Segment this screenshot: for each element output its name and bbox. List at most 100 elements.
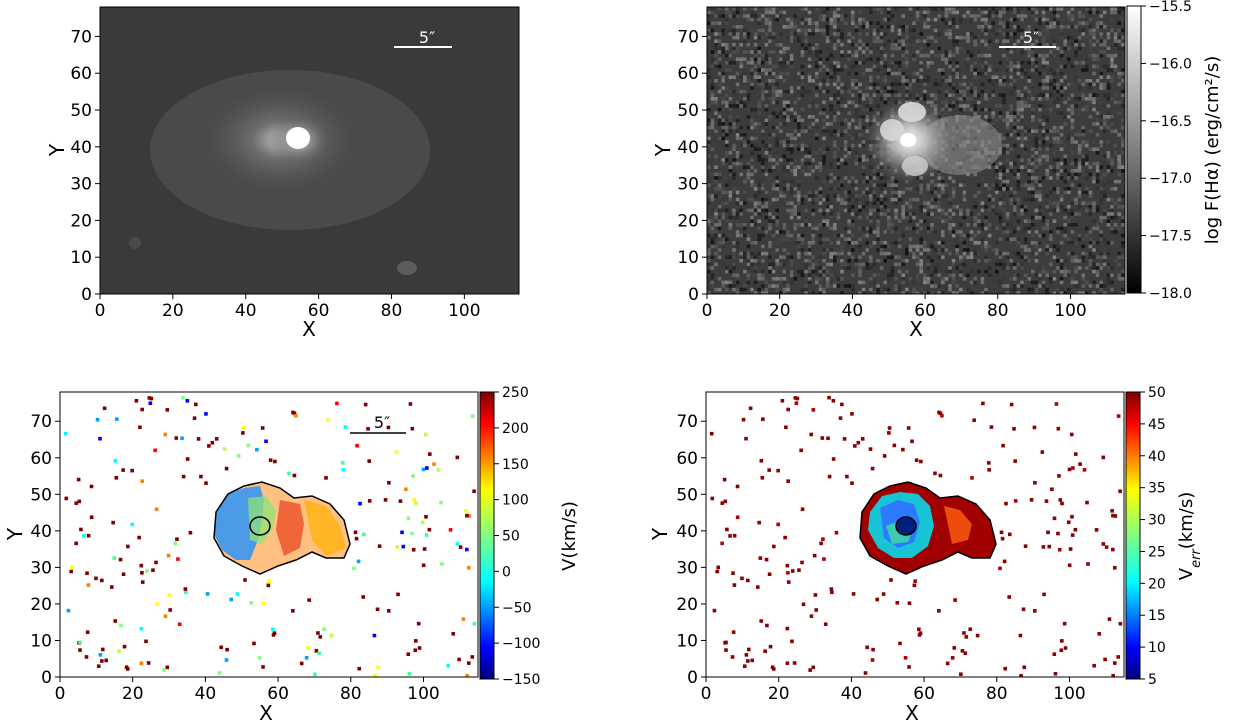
- noise-pixel: [1085, 233, 1089, 238]
- noise-pixel: [761, 118, 765, 123]
- noise-pixel: [919, 97, 923, 101]
- noise-pixel: [937, 262, 941, 267]
- velocity-speckle: [373, 673, 377, 677]
- noise-pixel: [894, 197, 898, 202]
- noise-pixel: [858, 269, 862, 274]
- noise-pixel: [768, 143, 772, 148]
- noise-pixel: [1113, 215, 1118, 220]
- noise-pixel: [1059, 194, 1064, 198]
- noise-pixel: [962, 97, 967, 101]
- noise-pixel: [879, 25, 884, 29]
- noise-pixel: [735, 215, 740, 220]
- noise-pixel: [847, 241, 851, 245]
- velocity-speckle: [121, 468, 125, 472]
- velocity-speckle: [317, 651, 322, 655]
- noise-pixel: [897, 244, 902, 249]
- p3-cbtick-label: 50: [1148, 385, 1166, 401]
- noise-pixel: [959, 68, 963, 72]
- noise-pixel: [908, 82, 913, 87]
- verr-speckle: [999, 530, 1004, 535]
- noise-pixel: [743, 140, 747, 144]
- p2-xtick-label: 80: [340, 684, 362, 704]
- noise-pixel: [804, 287, 808, 292]
- verr-speckle: [1044, 499, 1049, 503]
- noise-pixel: [1074, 266, 1078, 270]
- noise-pixel: [1052, 43, 1057, 47]
- noise-pixel: [825, 79, 830, 83]
- verr-speckle: [871, 647, 875, 652]
- noise-pixel: [1027, 190, 1031, 195]
- noise-pixel: [1117, 111, 1121, 115]
- noise-pixel: [1013, 46, 1017, 51]
- noise-pixel: [717, 21, 722, 25]
- noise-pixel: [721, 75, 725, 79]
- noise-pixel: [1103, 25, 1107, 29]
- noise-pixel: [833, 226, 837, 231]
- noise-pixel: [829, 50, 833, 54]
- noise-pixel: [919, 219, 923, 223]
- noise-pixel: [1002, 223, 1006, 227]
- p2-x-ticks: 0 20 40 60 80 100: [55, 677, 440, 704]
- noise-pixel: [977, 269, 981, 274]
- noise-pixel: [876, 237, 880, 241]
- noise-pixel: [728, 53, 733, 58]
- noise-pixel: [930, 7, 934, 11]
- noise-pixel: [876, 21, 880, 25]
- noise-pixel: [973, 212, 977, 216]
- noise-pixel: [811, 241, 815, 245]
- noise-pixel: [1092, 248, 1096, 252]
- noise-pixel: [739, 89, 743, 94]
- noise-pixel: [1045, 248, 1049, 252]
- noise-pixel: [930, 259, 934, 263]
- noise-pixel: [829, 53, 833, 58]
- verr-speckle: [903, 656, 908, 660]
- noise-pixel: [1005, 21, 1010, 25]
- noise-pixel: [782, 194, 787, 198]
- noise-pixel: [836, 93, 841, 97]
- noise-pixel: [926, 262, 931, 267]
- noise-pixel: [1034, 151, 1039, 155]
- noise-pixel: [1020, 136, 1024, 141]
- verr-speckle: [1111, 673, 1115, 677]
- verr-speckle: [801, 602, 806, 607]
- noise-pixel: [984, 255, 988, 259]
- noise-pixel: [951, 71, 956, 76]
- noise-pixel: [854, 172, 859, 177]
- noise-pixel: [941, 79, 945, 83]
- p0-xlabel: X: [302, 317, 316, 341]
- noise-pixel: [933, 230, 938, 234]
- noise-pixel: [1085, 64, 1089, 69]
- noise-pixel: [1031, 223, 1035, 227]
- noise-pixel: [768, 21, 772, 25]
- noise-pixel: [768, 93, 772, 97]
- noise-pixel: [1067, 287, 1071, 292]
- noise-pixel: [822, 251, 826, 256]
- noise-pixel: [847, 284, 851, 288]
- noise-pixel: [735, 197, 740, 202]
- noise-pixel: [782, 25, 787, 29]
- noise-pixel: [743, 233, 747, 238]
- noise-pixel: [847, 53, 851, 58]
- noise-pixel: [1052, 201, 1057, 205]
- noise-pixel: [761, 269, 765, 274]
- noise-pixel: [926, 14, 931, 18]
- noise-pixel: [764, 107, 769, 112]
- noise-pixel: [1067, 17, 1071, 22]
- noise-pixel: [1099, 215, 1103, 220]
- noise-pixel: [854, 71, 859, 76]
- noise-pixel: [941, 230, 945, 234]
- verr-speckle: [887, 426, 892, 430]
- noise-pixel: [829, 129, 833, 133]
- noise-pixel: [1085, 255, 1089, 259]
- noise-pixel: [818, 61, 823, 65]
- velocity-speckle: [464, 509, 468, 513]
- noise-pixel: [815, 280, 819, 285]
- noise-pixel: [1023, 43, 1028, 47]
- noise-pixel: [815, 50, 819, 54]
- velocity-speckle: [236, 454, 241, 458]
- noise-pixel: [1045, 215, 1049, 220]
- noise-pixel: [995, 212, 999, 216]
- noise-pixel: [768, 169, 772, 173]
- noise-pixel: [825, 129, 830, 133]
- noise-pixel: [1099, 125, 1103, 130]
